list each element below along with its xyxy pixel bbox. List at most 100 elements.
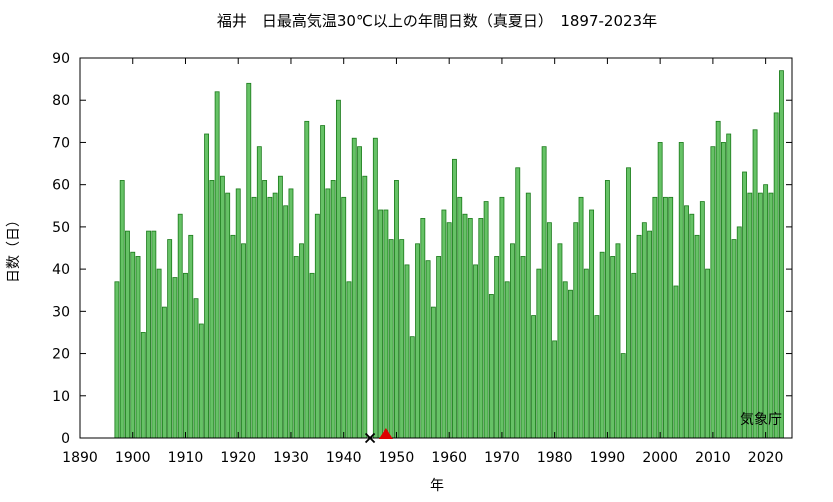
bar xyxy=(230,234,236,439)
bar xyxy=(177,213,183,439)
bar xyxy=(636,234,642,439)
source-label: 気象庁 xyxy=(740,412,782,428)
bar xyxy=(647,230,653,439)
bar xyxy=(689,213,695,439)
bar xyxy=(483,201,489,439)
bar xyxy=(594,315,600,439)
bar xyxy=(130,251,136,439)
bar xyxy=(272,192,278,439)
bar xyxy=(341,196,347,439)
bar xyxy=(219,175,225,439)
bar xyxy=(583,268,589,439)
bar xyxy=(420,218,426,439)
bar xyxy=(214,91,220,439)
bar xyxy=(578,196,584,439)
y-tick-label: 20 xyxy=(52,347,70,363)
bar xyxy=(668,196,674,439)
bar xyxy=(235,188,241,439)
bar xyxy=(520,256,526,439)
bar xyxy=(346,281,352,439)
bar xyxy=(320,125,326,439)
x-tick-label: 1890 xyxy=(62,450,98,466)
x-tick-label: 1950 xyxy=(379,450,415,466)
bar xyxy=(494,256,500,439)
chart-title: 福井 日最高気温30℃以上の年間日数（真夏日） 1897-2023年 xyxy=(217,12,657,30)
x-tick-label: 1970 xyxy=(484,450,520,466)
bar xyxy=(172,277,178,439)
bar xyxy=(546,222,552,439)
bar xyxy=(662,196,668,439)
bar xyxy=(773,112,779,439)
bar xyxy=(531,315,537,439)
bar xyxy=(325,188,331,439)
bar xyxy=(161,306,167,439)
bar xyxy=(620,353,626,439)
bar xyxy=(404,264,410,439)
x-tick-label: 1900 xyxy=(115,450,151,466)
bar xyxy=(752,129,758,439)
event-markers xyxy=(364,428,393,444)
bar xyxy=(525,192,531,439)
y-tick-label: 60 xyxy=(52,178,70,194)
x-tick-label: 1920 xyxy=(220,450,256,466)
plot-frame xyxy=(79,57,793,439)
bar xyxy=(204,133,210,439)
bar xyxy=(188,234,194,439)
y-tick-label: 40 xyxy=(52,262,70,278)
x-tick-label: 1990 xyxy=(590,450,626,466)
x-tick-label: 1960 xyxy=(431,450,467,466)
bar xyxy=(394,180,399,439)
bar xyxy=(536,268,542,439)
bar xyxy=(198,323,204,439)
bar xyxy=(299,243,304,439)
bar xyxy=(557,243,563,439)
bar xyxy=(710,146,716,439)
bar xyxy=(125,230,130,439)
bar xyxy=(146,230,151,439)
bar xyxy=(684,205,689,439)
bar xyxy=(193,298,199,439)
bar xyxy=(441,209,447,439)
cross-marker xyxy=(364,432,376,444)
bar xyxy=(399,239,405,439)
bar xyxy=(473,264,478,439)
bar xyxy=(267,196,273,439)
triangle-marker xyxy=(378,428,393,439)
x-tick-label: 2000 xyxy=(642,450,678,466)
bar xyxy=(457,196,463,439)
y-tick-label: 50 xyxy=(52,220,70,236)
bar xyxy=(631,272,637,439)
bar xyxy=(330,180,336,439)
bar xyxy=(293,256,299,439)
bar xyxy=(610,256,616,439)
x-tick-label: 1910 xyxy=(168,450,204,466)
bar xyxy=(568,289,573,439)
bar xyxy=(415,243,420,439)
bar xyxy=(167,239,173,439)
bar xyxy=(678,142,684,439)
bar xyxy=(499,196,505,439)
bar xyxy=(156,268,162,439)
bar xyxy=(251,196,257,439)
bar xyxy=(351,137,357,439)
bar xyxy=(779,70,784,439)
x-tick-label: 2010 xyxy=(695,450,731,466)
bar xyxy=(599,251,605,439)
bar xyxy=(515,167,521,439)
bar xyxy=(446,222,452,439)
y-tick-label: 30 xyxy=(52,304,70,320)
bar xyxy=(673,285,679,439)
y-axis: 0 10 20 30 40 50 60 70 80 90 xyxy=(52,51,792,447)
x-axis: 1890 1900 1910 1920 1930 1940 1950 1960 1970 1980… xyxy=(62,58,783,466)
bar xyxy=(510,243,515,439)
bar xyxy=(256,146,262,439)
bar xyxy=(436,256,442,439)
bar xyxy=(573,222,579,439)
bar xyxy=(615,243,621,439)
y-tick-label: 10 xyxy=(52,389,70,405)
bar xyxy=(562,281,568,439)
bar xyxy=(283,205,289,439)
bar xyxy=(657,142,663,439)
bar xyxy=(304,120,310,439)
